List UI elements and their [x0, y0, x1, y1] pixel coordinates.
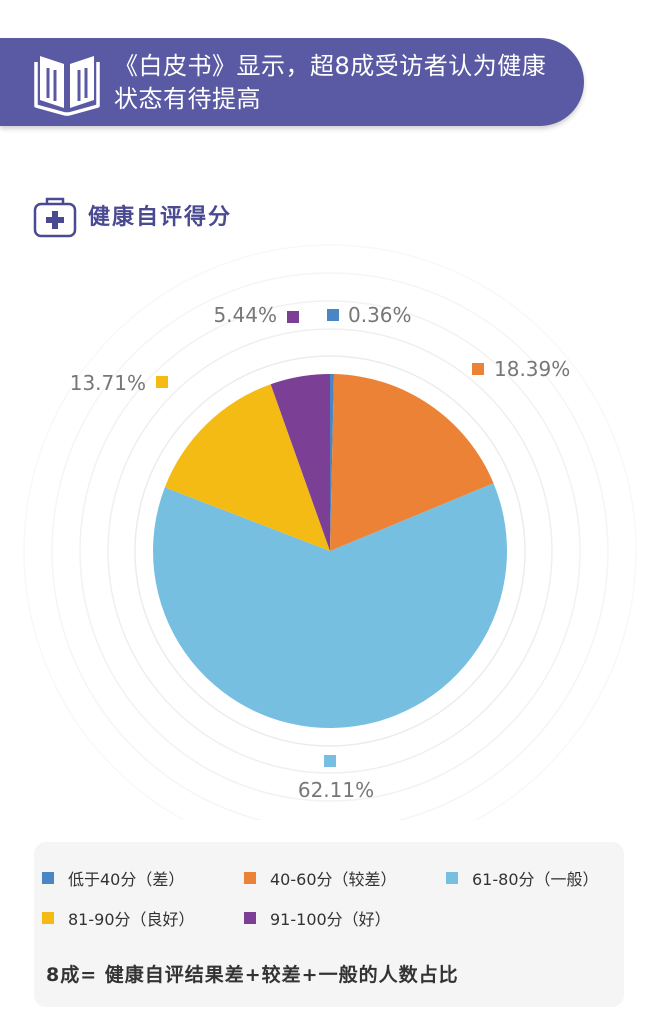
- data-label-swatch: [472, 363, 484, 375]
- legend-item-excellent: 91-100分（好）: [244, 906, 391, 930]
- legend-item-fair: 40-60分（较差）: [244, 866, 397, 890]
- data-label-swatch: [287, 311, 299, 323]
- footnote: 8成= 健康自评结果差+较差+一般的人数占比: [46, 964, 459, 986]
- legend-item-average: 61-80分（一般）: [446, 866, 599, 890]
- data-label-swatch: [327, 309, 339, 321]
- pie-slice: [270, 374, 330, 551]
- legend-label: 81-90分（良好）: [68, 910, 195, 929]
- pie-slice: [164, 384, 330, 551]
- data-label: 18.39%: [494, 357, 570, 381]
- header-banner: 《白皮书》显示，超8成受访者认为健康状态有待提高: [0, 38, 584, 126]
- legend-label: 61-80分（一般）: [472, 870, 599, 889]
- open-book-icon: [34, 56, 100, 116]
- section-title: 健康自评得分: [88, 205, 233, 230]
- data-label: 5.44%: [213, 303, 277, 327]
- legend: 低于40分（差） 40-60分（较差） 61-80分（一般） 81-90分（良好…: [34, 842, 624, 1007]
- legend-swatch: [42, 872, 54, 884]
- legend-label: 低于40分（差）: [68, 870, 185, 889]
- pie-chart: 0.36% 18.39% 62.11% 13.71% 5.44%: [23, 244, 637, 820]
- legend-swatch: [244, 912, 256, 924]
- legend-swatch: [42, 912, 54, 924]
- decorative-rings: [23, 244, 637, 820]
- legend-swatch: [244, 872, 256, 884]
- legend-item-poor: 低于40分（差）: [42, 866, 184, 890]
- medical-kit-icon: [33, 197, 77, 238]
- data-label: 13.71%: [70, 371, 146, 395]
- legend-label: 91-100分（好）: [270, 910, 391, 929]
- legend-label: 40-60分（较差）: [270, 870, 397, 889]
- pie-slice: [330, 374, 334, 551]
- pie-slice: [330, 374, 494, 551]
- data-label: 62.11%: [298, 778, 374, 802]
- legend-swatch: [446, 872, 458, 884]
- legend-item-good: 81-90分（良好）: [42, 906, 195, 930]
- data-label: 0.36%: [348, 303, 412, 327]
- data-label-swatch: [324, 755, 336, 767]
- data-label-swatch: [156, 376, 168, 388]
- pie-slice: [153, 483, 508, 729]
- header-title: 《白皮书》显示，超8成受访者认为健康状态有待提高: [114, 52, 547, 113]
